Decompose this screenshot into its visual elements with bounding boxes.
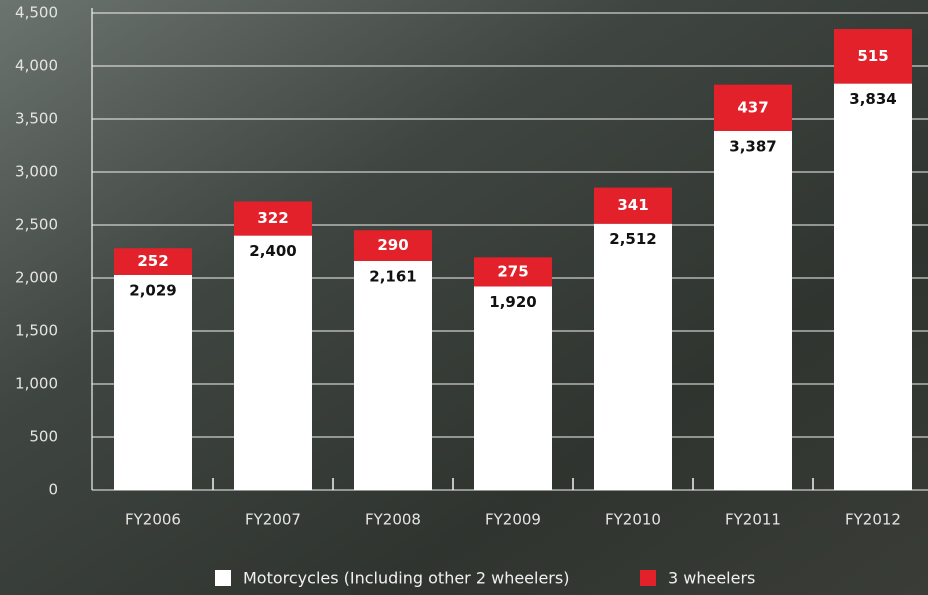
bar-segment	[234, 235, 312, 490]
y-tick-label: 1,500	[15, 322, 58, 340]
y-tick-label: 3,000	[15, 163, 58, 181]
legend-label: Motorcycles (Including other 2 wheelers)	[243, 569, 569, 588]
data-label: 290	[377, 236, 408, 254]
x-tick-label: FY2009	[485, 511, 541, 529]
bar-segment	[834, 83, 912, 490]
legend-swatch	[215, 570, 231, 586]
data-label: 322	[257, 209, 288, 227]
bar-segment	[594, 223, 672, 490]
bar-segment	[114, 274, 192, 490]
data-label: 515	[857, 47, 888, 65]
data-label: 2,512	[609, 230, 656, 248]
data-label: 341	[617, 196, 648, 214]
data-label: 1,920	[489, 293, 536, 311]
x-tick-label: FY2012	[845, 511, 901, 529]
data-label: 3,834	[849, 90, 896, 108]
bar-segment	[354, 230, 432, 261]
legend-swatch	[640, 570, 656, 586]
y-tick-label: 2,500	[15, 216, 58, 234]
legend-label: 3 wheelers	[668, 569, 755, 588]
bar-segment	[234, 201, 312, 236]
y-tick-label: 0	[48, 481, 58, 499]
y-tick-label: 4,000	[15, 57, 58, 75]
y-tick-label: 500	[29, 428, 58, 446]
data-label: 2,400	[249, 242, 296, 260]
data-label: 3,387	[729, 137, 776, 155]
bar-segment	[114, 248, 192, 275]
plot-area: 0 500 1,000 1,500 2,000 2,500 3,000 3,500 4,000 4…	[15, 4, 928, 588]
data-label: 252	[137, 252, 168, 270]
bar-segment	[474, 286, 552, 490]
data-label: 2,029	[129, 281, 176, 299]
x-tick-label: FY2010	[605, 511, 661, 529]
x-tick-label: FY2006	[125, 511, 181, 529]
y-tick-label: 4,500	[15, 4, 58, 22]
bar-segment	[354, 260, 432, 490]
bar-segment	[714, 130, 792, 490]
bar-segment	[834, 29, 912, 84]
data-label: 437	[737, 98, 768, 116]
x-tick-label: FY2007	[245, 511, 301, 529]
y-tick-label: 2,000	[15, 269, 58, 287]
y-tick-label: 1,000	[15, 375, 58, 393]
bar-segment	[474, 257, 552, 287]
bar-segment	[714, 84, 792, 131]
bar-segment	[594, 187, 672, 224]
y-tick-label: 3,500	[15, 110, 58, 128]
data-label: 275	[497, 262, 528, 280]
x-tick-label: FY2008	[365, 511, 421, 529]
data-label: 2,161	[369, 267, 416, 285]
x-tick-label: FY2011	[725, 511, 781, 529]
